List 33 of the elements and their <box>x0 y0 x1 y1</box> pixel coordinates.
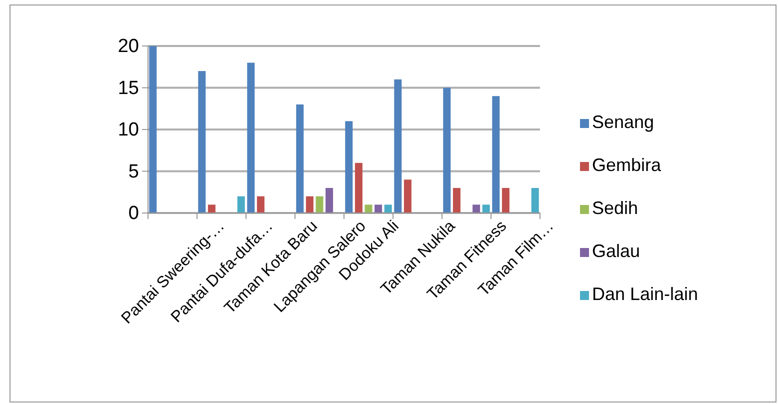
bar <box>384 204 392 213</box>
bar <box>452 188 460 213</box>
bar <box>354 162 362 213</box>
bar <box>296 104 304 213</box>
bar <box>306 196 314 213</box>
bar <box>374 204 382 213</box>
bar <box>404 180 412 213</box>
y-tick-label: 5 <box>128 161 139 182</box>
bar <box>394 79 402 213</box>
bar <box>502 188 510 213</box>
bar <box>364 204 372 213</box>
bar <box>482 204 490 213</box>
legend-label: Dan Lain-lain <box>592 284 698 304</box>
bar <box>326 188 334 213</box>
bar <box>443 88 451 213</box>
bar <box>531 188 539 213</box>
bar <box>198 71 206 213</box>
bar <box>492 96 500 213</box>
bar <box>472 204 480 213</box>
y-tick-label: 15 <box>118 78 139 99</box>
legend-label: Sedih <box>592 198 638 218</box>
legend-label: Senang <box>592 112 654 132</box>
bar <box>237 196 245 213</box>
legend-label: Gembira <box>592 155 662 175</box>
bar <box>316 196 324 213</box>
y-tick-label: 10 <box>118 120 139 141</box>
y-tick-label: 20 <box>118 36 139 58</box>
legend-label: Galau <box>592 241 640 261</box>
y-tick-label: 0 <box>128 203 139 224</box>
bar <box>256 196 264 213</box>
bar <box>247 62 255 213</box>
bar <box>345 121 353 213</box>
bar <box>208 204 216 213</box>
